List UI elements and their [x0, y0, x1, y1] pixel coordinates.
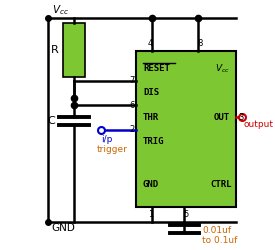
Text: to 0.1uf: to 0.1uf — [202, 236, 237, 245]
Bar — [136, 51, 236, 207]
Text: R: R — [51, 45, 59, 55]
Text: 7: 7 — [129, 76, 134, 85]
Text: THR: THR — [143, 112, 159, 122]
Text: 5: 5 — [184, 210, 189, 218]
Text: $V_{cc}$: $V_{cc}$ — [52, 3, 68, 16]
Text: trigger: trigger — [97, 144, 128, 154]
Text: C: C — [48, 116, 55, 126]
Text: 1: 1 — [148, 210, 153, 218]
Text: output: output — [243, 120, 273, 129]
Text: i/p: i/p — [101, 135, 113, 144]
Text: 3: 3 — [238, 112, 243, 122]
Text: $V_{cc}$: $V_{cc}$ — [214, 62, 230, 75]
Text: 2: 2 — [129, 125, 134, 134]
Text: GND: GND — [52, 224, 76, 234]
Text: 0.01uf: 0.01uf — [202, 226, 231, 235]
Text: TRIG: TRIG — [143, 137, 164, 146]
Text: RESET: RESET — [143, 64, 170, 73]
Bar — [63, 24, 85, 77]
Text: 6: 6 — [129, 101, 134, 110]
Text: CTRL: CTRL — [210, 180, 232, 188]
Text: 8: 8 — [197, 39, 203, 48]
Text: 4: 4 — [148, 39, 153, 48]
Text: GND: GND — [143, 180, 159, 188]
Text: OUT: OUT — [213, 112, 230, 122]
Text: DIS: DIS — [143, 88, 159, 97]
